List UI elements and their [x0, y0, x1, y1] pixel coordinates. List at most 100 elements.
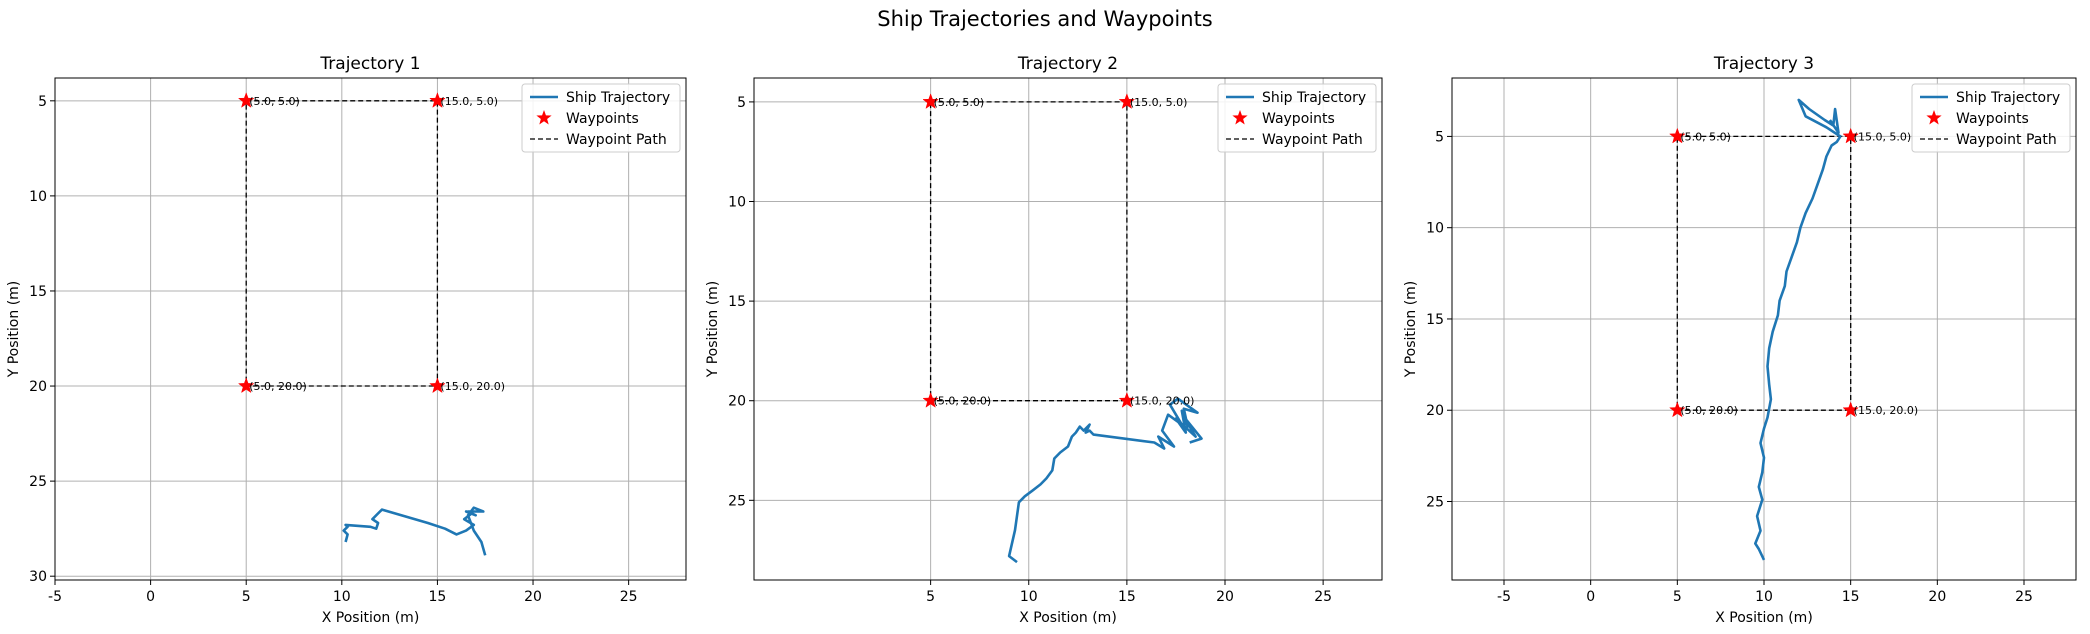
waypoint-label: (5.0, 5.0) — [249, 95, 300, 108]
waypoint-label: (15.0, 5.0) — [1130, 96, 1188, 109]
grid-lines — [54, 78, 686, 580]
legend-entry: Ship Trajectory — [1956, 90, 2060, 106]
y-tick-label: 5 — [1435, 129, 1444, 145]
waypoint-marker — [1669, 127, 1686, 144]
y-tick-label: 25 — [1426, 495, 1444, 511]
grid-lines — [1452, 78, 2076, 580]
waypoint-marker — [237, 92, 255, 108]
y-tick-label: 15 — [1426, 312, 1444, 328]
legend-waypoint-swatch — [536, 110, 552, 125]
waypoint-marker — [922, 93, 939, 109]
plot-frame — [1451, 77, 2077, 581]
x-tick-label: 25 — [2015, 589, 2033, 605]
x-tick-label: 20 — [1928, 589, 1946, 605]
waypoint-label: (15.0, 5.0) — [1854, 130, 1912, 143]
legend-entry: Ship Trajectory — [1262, 90, 1366, 106]
x-axis-label: X Position (m) — [1715, 610, 1813, 626]
waypoint-label: (15.0, 5.0) — [440, 95, 498, 108]
x-tick-label: 15 — [1842, 589, 1860, 605]
legend-waypoint-swatch — [1232, 110, 1248, 125]
waypoint-label: (5.0, 20.0) — [934, 395, 992, 408]
legend-box — [1911, 83, 2071, 153]
x-axis-label: X Position (m) — [322, 610, 420, 626]
waypoint-label: (5.0, 20.0) — [249, 380, 307, 393]
y-tick-label: 30 — [29, 569, 47, 585]
waypoint-marker — [1842, 127, 1859, 144]
legend-entry: Ship Trajectory — [566, 90, 670, 106]
y-tick-label: 10 — [728, 195, 746, 211]
y-tick-label: 15 — [728, 294, 746, 310]
ship-trajectory-line — [1007, 397, 1203, 564]
y-tick-label: 15 — [29, 284, 47, 300]
waypoint-marker — [1669, 401, 1686, 418]
legend-entry: Waypoints — [566, 111, 639, 127]
ship-trajectory-line — [342, 506, 487, 556]
waypoint-marker — [237, 377, 255, 394]
waypoint-label: (15.0, 20.0) — [440, 380, 505, 393]
panels: -5 0 5 10 15 20 25 5 10 15 20 25 30 (5.0, 5.0) (15.0, … — [6, 54, 2077, 626]
waypoint-label: (5.0, 20.0) — [1680, 404, 1738, 417]
x-tick-label: 10 — [1020, 589, 1038, 605]
x-tick-label: 15 — [1118, 589, 1136, 605]
legend: Ship Trajectory Waypoints Waypoint Path — [1911, 83, 2071, 153]
x-tick-label: 5 — [926, 589, 935, 605]
x-tick-label: 20 — [524, 589, 542, 605]
y-tick-label: 20 — [1426, 403, 1444, 419]
grid-lines — [754, 78, 1382, 580]
waypoint-marker — [1118, 391, 1136, 408]
plot-frame — [54, 77, 687, 581]
panel-title: Trajectory 1 — [319, 54, 420, 74]
waypoint-path — [1676, 135, 1852, 411]
legend: Ship Trajectory Waypoints Waypoint Path — [521, 83, 681, 153]
legend-entry: Waypoint Path — [1262, 132, 1363, 148]
waypoint-marker — [1118, 93, 1136, 109]
y-tick-label: 25 — [728, 493, 746, 509]
legend-box — [1217, 83, 1377, 153]
y-tick-label: 10 — [1426, 221, 1444, 237]
y-axis-label: Y Position (m) — [1403, 281, 1419, 379]
y-tick-label: 25 — [29, 474, 47, 490]
panel-1: -5 0 5 10 15 20 25 5 10 15 20 25 30 (5.0, 5.0) (15.0, … — [6, 54, 687, 626]
x-tick-label: 5 — [242, 589, 251, 605]
y-tick-label: 20 — [29, 379, 47, 395]
legend-waypoint-swatch — [1926, 110, 1942, 125]
x-tick-label: -5 — [48, 589, 62, 605]
waypoint-marker — [429, 377, 446, 394]
waypoint-marker — [922, 391, 939, 408]
x-tick-label: 15 — [429, 589, 447, 605]
x-tick-label: 20 — [1216, 589, 1234, 605]
y-tick-label: 5 — [737, 95, 746, 111]
y-axis-label: Y Position (m) — [6, 281, 22, 379]
x-tick-label: 10 — [333, 589, 351, 605]
x-tick-label: 10 — [1755, 589, 1773, 605]
x-tick-label: 5 — [1673, 589, 1682, 605]
x-tick-label: 25 — [620, 589, 638, 605]
waypoint-label: (5.0, 5.0) — [934, 96, 985, 109]
figure-title: Ship Trajectories and Waypoints — [877, 7, 1213, 31]
x-tick-label: 25 — [1314, 589, 1332, 605]
legend-box — [521, 83, 681, 153]
waypoint-label: (15.0, 20.0) — [1130, 395, 1195, 408]
panel-2: 5 10 15 20 25 5 10 15 20 25 (5.0, 5.0) (15.0, 5.0) (… — [705, 54, 1383, 626]
waypoint-label: (15.0, 20.0) — [1854, 404, 1919, 417]
ship-trajectory-line — [1754, 98, 1842, 561]
waypoint-marker — [429, 92, 446, 108]
legend-entry: Waypoint Path — [566, 132, 667, 148]
legend-entry: Waypoints — [1956, 111, 2029, 127]
y-tick-label: 10 — [29, 189, 47, 205]
legend-entry: Waypoint Path — [1956, 132, 2057, 148]
waypoint-label: (5.0, 5.0) — [1680, 130, 1731, 143]
panel-title: Trajectory 3 — [1713, 54, 1814, 74]
legend-entry: Waypoints — [1262, 111, 1335, 127]
plot-frame — [753, 77, 1383, 581]
waypoint-marker — [1842, 401, 1859, 418]
waypoint-path — [929, 101, 1128, 402]
x-axis-label: X Position (m) — [1019, 610, 1117, 626]
panel-3: -5 0 5 10 15 20 25 5 10 15 20 25 (5.0, 5.0) (15.0, 5.… — [1403, 54, 2077, 626]
x-tick-label: 0 — [146, 589, 155, 605]
x-tick-label: -5 — [1497, 589, 1511, 605]
y-tick-label: 5 — [38, 94, 47, 110]
x-tick-label: 0 — [1586, 589, 1595, 605]
